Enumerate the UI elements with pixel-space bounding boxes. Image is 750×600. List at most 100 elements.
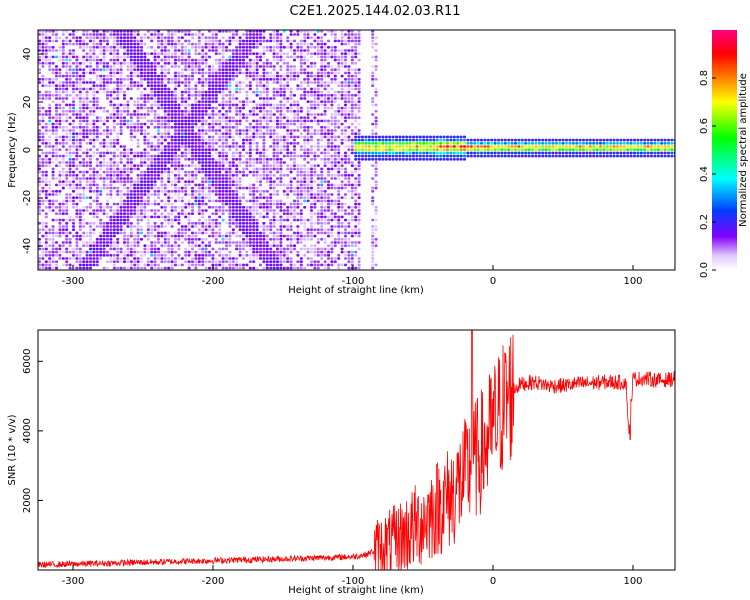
heatmap-cell — [143, 68, 147, 71]
heatmap-cell — [194, 148, 198, 151]
heatmap-cell — [55, 250, 58, 254]
heatmap-cell — [38, 30, 41, 33]
heatmap-cell — [272, 113, 276, 116]
heatmap-cell — [191, 196, 194, 199]
heatmap-cell — [269, 49, 273, 52]
heatmap-cell — [218, 42, 222, 46]
heatmap-cell — [58, 202, 62, 206]
heatmap-cell — [330, 49, 334, 52]
heatmap-cell — [276, 151, 279, 155]
heatmap-cell — [184, 84, 188, 87]
heatmap-cell — [248, 62, 252, 65]
heatmap-cell — [167, 212, 171, 215]
heatmap-cell — [214, 81, 218, 84]
heatmap-cell — [313, 263, 317, 267]
heatmap-cell — [259, 225, 262, 228]
heatmap-cell — [133, 167, 137, 171]
heatmap-cell — [228, 39, 232, 43]
heatmap-cell — [269, 97, 273, 100]
heatmap-cell — [299, 202, 303, 206]
heatmap-cell — [306, 100, 310, 103]
heatmap-cell — [163, 234, 167, 238]
heatmap-cell — [221, 81, 225, 84]
heatmap-cell — [55, 78, 58, 81]
heatmap-cell — [272, 148, 276, 151]
heatmap-cell — [78, 142, 82, 145]
heatmap-cell — [333, 161, 337, 164]
heatmap-cell — [102, 145, 106, 148]
heatmap-cell — [191, 78, 194, 81]
heatmap-cell — [231, 158, 235, 161]
heatmap-cell — [191, 68, 194, 71]
heatmap-cell — [303, 119, 307, 123]
heatmap-cell — [157, 250, 160, 254]
heatmap-cell — [170, 97, 174, 100]
heatmap-cell — [92, 81, 96, 84]
heatmap-cell — [293, 113, 296, 116]
heatmap-cell — [129, 177, 133, 180]
heatmap-cell — [286, 167, 290, 171]
heatmap-cell — [218, 74, 222, 78]
heatmap-cell — [38, 177, 41, 180]
heatmap-cell — [197, 206, 201, 209]
heatmap-cell — [163, 145, 167, 148]
heatmap-cell — [55, 158, 58, 161]
heatmap-cell — [323, 106, 327, 110]
heatmap-cell — [197, 106, 201, 110]
heatmap-cell — [204, 202, 208, 206]
heatmap-cell — [262, 71, 266, 75]
heatmap-cell — [262, 90, 266, 94]
heatmap-cell — [38, 247, 41, 251]
heatmap-cell — [238, 266, 242, 270]
heatmap-cell — [102, 55, 106, 59]
heatmap-cell — [102, 30, 106, 33]
heatmap-cell — [323, 218, 327, 222]
heatmap-cell — [255, 46, 259, 49]
heatmap-cell — [259, 202, 262, 206]
heatmap-cell — [201, 161, 205, 164]
heatmap-cell — [228, 36, 232, 39]
heatmap-cell — [177, 116, 181, 119]
heatmap-cell — [225, 65, 228, 68]
heatmap-cell — [126, 209, 130, 212]
heatmap-cell — [65, 212, 69, 215]
heatmap-cell — [143, 148, 147, 151]
heatmap-cell — [177, 206, 181, 209]
heatmap-cell — [225, 174, 228, 177]
heatmap-cell — [51, 199, 55, 203]
heatmap-cell — [184, 106, 188, 110]
heatmap-cell — [265, 129, 269, 132]
heatmap-cell — [157, 94, 160, 97]
heatmap-cell — [112, 222, 116, 225]
heatmap-cell — [140, 170, 143, 174]
heatmap-cell — [191, 36, 194, 39]
heatmap-cell — [333, 55, 337, 59]
heatmap-cell — [310, 46, 313, 49]
heatmap-cell — [245, 254, 249, 257]
heatmap-cell — [116, 247, 120, 251]
heatmap-cell — [235, 81, 239, 84]
heatmap-cell — [303, 199, 307, 203]
heatmap-cell — [99, 167, 103, 171]
heatmap-cell — [51, 231, 55, 235]
heatmap-cell — [276, 202, 279, 206]
heatmap-cell — [187, 42, 191, 46]
heatmap-cell — [163, 110, 167, 113]
heatmap-cell — [310, 52, 313, 55]
heatmap-cell — [248, 58, 252, 62]
heatmap-cell — [95, 250, 99, 254]
heatmap-cell — [272, 250, 276, 254]
heatmap-cell — [109, 215, 113, 219]
heatmap-cell — [286, 119, 290, 123]
heatmap-cell — [282, 74, 286, 78]
heatmap-cell — [282, 145, 286, 148]
heatmap-cell — [208, 65, 211, 68]
heatmap-cell — [330, 202, 334, 206]
heatmap-cell — [313, 254, 317, 257]
heatmap-cell — [170, 46, 174, 49]
heatmap-cell — [102, 234, 106, 238]
heatmap-cell — [197, 238, 201, 241]
heatmap-cell — [320, 30, 324, 33]
heatmap-cell — [51, 145, 55, 148]
heatmap-cell — [238, 113, 242, 116]
